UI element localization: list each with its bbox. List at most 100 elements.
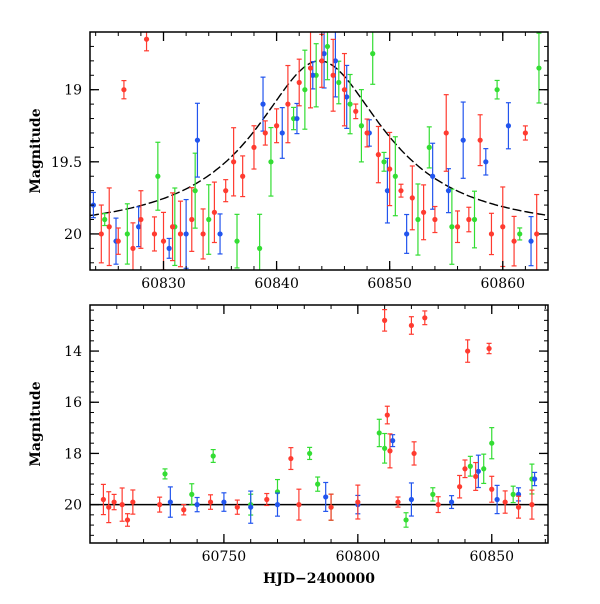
data-point-blue	[274, 502, 281, 508]
data-point-red	[211, 209, 217, 215]
data-point-red	[522, 130, 528, 136]
data-point-red	[435, 502, 441, 508]
y-tick-label: 14	[64, 344, 82, 360]
data-point-green	[392, 173, 398, 179]
data-point-green	[336, 79, 342, 86]
data-point-blue	[384, 188, 391, 194]
data-point-green	[415, 216, 421, 223]
data-point-red	[121, 87, 127, 93]
data-point-red	[454, 224, 461, 230]
data-point-red	[387, 166, 393, 172]
data-point-red	[264, 496, 270, 503]
top-model-curve	[90, 60, 548, 217]
data-point-red	[432, 216, 438, 223]
data-point-red	[273, 123, 280, 129]
data-point-red	[181, 507, 187, 513]
data-point-red	[473, 473, 479, 480]
top-data-points-layer	[90, 32, 542, 270]
top-y-axis-label: Magnitude	[28, 108, 44, 193]
data-point-green	[234, 238, 240, 244]
data-point-blue	[445, 188, 452, 194]
data-point-green	[494, 87, 500, 93]
data-point-red	[511, 238, 517, 244]
data-point-blue	[166, 245, 172, 251]
data-point-green	[315, 481, 321, 487]
data-point-red	[98, 231, 104, 237]
data-point-blue	[248, 504, 254, 510]
data-point-green	[382, 445, 388, 451]
data-point-green	[471, 216, 478, 223]
data-point-green	[510, 491, 516, 497]
data-point-green	[302, 87, 308, 93]
data-point-red	[285, 101, 291, 107]
data-point-red	[353, 108, 359, 114]
data-point-red	[130, 245, 136, 251]
data-point-red	[143, 36, 150, 42]
data-point-green	[210, 453, 216, 459]
data-point-blue	[167, 499, 173, 505]
data-point-red	[200, 231, 206, 237]
data-point-red	[328, 504, 334, 510]
y-tick-label: 20	[64, 227, 82, 243]
data-point-red	[486, 345, 492, 352]
data-point-red	[488, 231, 495, 237]
data-point-blue	[404, 231, 410, 237]
data-point-red	[240, 173, 246, 179]
top-plot-frame	[89, 31, 549, 271]
data-point-red	[288, 455, 294, 462]
bottom-axis-ticks: 60750 60800 60850 14 16 18 20	[64, 305, 548, 565]
data-point-red	[124, 517, 131, 523]
data-point-red	[177, 231, 184, 237]
data-point-blue	[505, 123, 512, 129]
data-point-green	[449, 224, 455, 230]
data-point-red	[115, 238, 121, 244]
data-point-blue	[323, 494, 329, 500]
data-point-blue	[310, 72, 316, 78]
bottom-panel: 60750 60800 60850 14 16 18 20 Magnitude HJD−24…	[28, 304, 549, 587]
data-point-green	[189, 491, 195, 497]
data-point-green	[426, 144, 432, 150]
data-point-red	[130, 499, 136, 505]
data-point-green	[307, 450, 313, 457]
data-point-blue	[194, 137, 201, 143]
data-point-red	[529, 502, 535, 508]
data-point-blue	[183, 231, 189, 237]
data-point-blue	[194, 502, 200, 508]
data-point-red	[489, 486, 495, 492]
data-point-red	[296, 79, 302, 86]
data-point-red	[387, 448, 393, 454]
data-point-red	[319, 58, 325, 64]
data-point-red	[382, 317, 388, 323]
data-point-green	[489, 440, 495, 446]
data-point-red	[234, 504, 240, 510]
data-point-red	[106, 504, 112, 510]
x-tick-label: 60750	[202, 549, 247, 565]
x-tick-label: 60860	[480, 276, 525, 292]
data-point-blue	[483, 159, 489, 165]
y-tick-label: 19.5	[51, 155, 82, 171]
data-point-red	[466, 216, 472, 223]
data-point-red	[477, 137, 483, 143]
data-point-red	[421, 209, 427, 215]
data-point-blue	[390, 438, 396, 444]
data-point-red	[443, 130, 449, 136]
data-point-red	[106, 224, 112, 230]
data-point-blue	[260, 101, 266, 107]
data-point-green	[155, 173, 161, 179]
data-point-red	[157, 502, 163, 508]
data-point-red	[160, 238, 167, 244]
data-point-blue	[279, 130, 285, 136]
data-point-red	[409, 195, 415, 201]
top-axis-ticks: 60830 60840 60850 60860 19 19.5 20	[51, 31, 549, 292]
data-point-red	[111, 499, 117, 505]
bottom-y-axis-label: Magnitude	[28, 381, 44, 466]
data-point-blue	[294, 115, 300, 122]
x-tick-label: 60850	[469, 549, 514, 565]
bottom-data-points-layer	[100, 308, 538, 528]
data-point-green	[162, 471, 168, 477]
top-panel: 60830 60840 60850 60860 19 19.5 20 Magnitude	[28, 31, 549, 292]
data-point-red	[411, 450, 417, 457]
data-point-red	[330, 72, 336, 78]
